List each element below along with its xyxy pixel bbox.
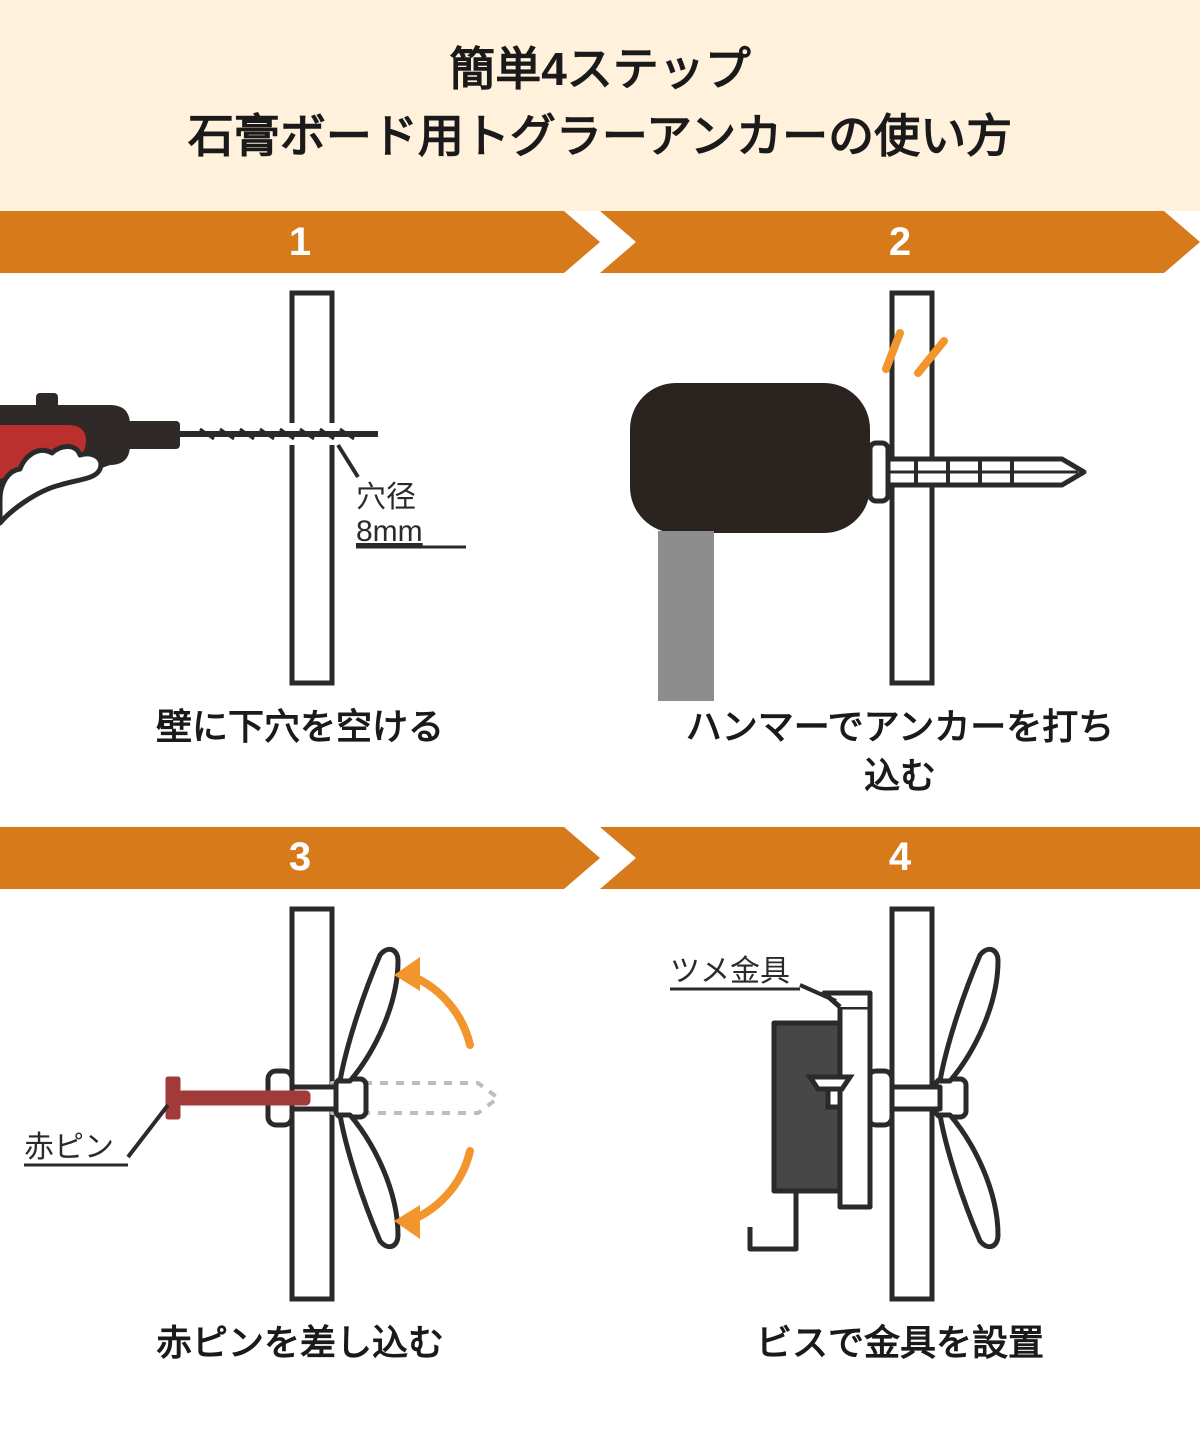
step-1-header: 1 (0, 211, 600, 273)
step-2: 2 (600, 211, 1200, 826)
hammer-icon (630, 383, 870, 701)
step-1: 1 (0, 211, 600, 826)
step-3-number: 3 (289, 835, 311, 880)
step-1-illustration: 穴径 8mm (0, 273, 600, 703)
claw-annot: ツメ金具 (670, 955, 836, 1001)
hole-diameter-annot: 穴径 8mm (338, 445, 466, 548)
title-band: 簡単4ステップ 石膏ボード用トグラーアンカーの使い方 (0, 0, 1200, 211)
title-line-1: 簡単4ステップ (20, 36, 1180, 103)
step-4-illustration: ツメ金具 (600, 889, 1200, 1319)
annot-red-pin-label: 赤ピン (24, 1131, 114, 1164)
step-4-number: 4 (889, 835, 911, 880)
annot-claw-label: ツメ金具 (670, 955, 790, 988)
title-line-2: 石膏ボード用トグラーアンカーの使い方 (20, 103, 1180, 170)
step-2-illustration (600, 273, 1200, 703)
step-3-caption: 赤ピンを差し込む (0, 1319, 600, 1368)
step-4-header: 4 (600, 827, 1200, 889)
annot-hole-label-1: 穴径 (356, 481, 416, 514)
step-2-caption: ハンマーでアンカーを打ち込む (600, 703, 1200, 800)
step-2-number: 2 (889, 220, 911, 265)
wall (292, 293, 332, 683)
step-2-header: 2 (600, 211, 1200, 273)
step-4: 4 (600, 827, 1200, 1442)
step-4-caption: ビスで金具を設置 (600, 1319, 1200, 1368)
step-1-number: 1 (289, 220, 311, 265)
step-3-header: 3 (0, 827, 600, 889)
red-pin-annot: 赤ピン (24, 1105, 168, 1165)
wall (892, 293, 932, 683)
bracket-fixture (750, 993, 870, 1249)
steps-grid: 1 (0, 211, 1200, 1441)
drill-bit (178, 429, 378, 439)
step-3: 3 (0, 827, 600, 1442)
motion-arrows (394, 957, 470, 1239)
annot-hole-label-2: 8mm (356, 515, 423, 548)
step-1-caption: 壁に下穴を空ける (0, 703, 600, 752)
step-3-illustration: 赤ピン (0, 889, 600, 1319)
